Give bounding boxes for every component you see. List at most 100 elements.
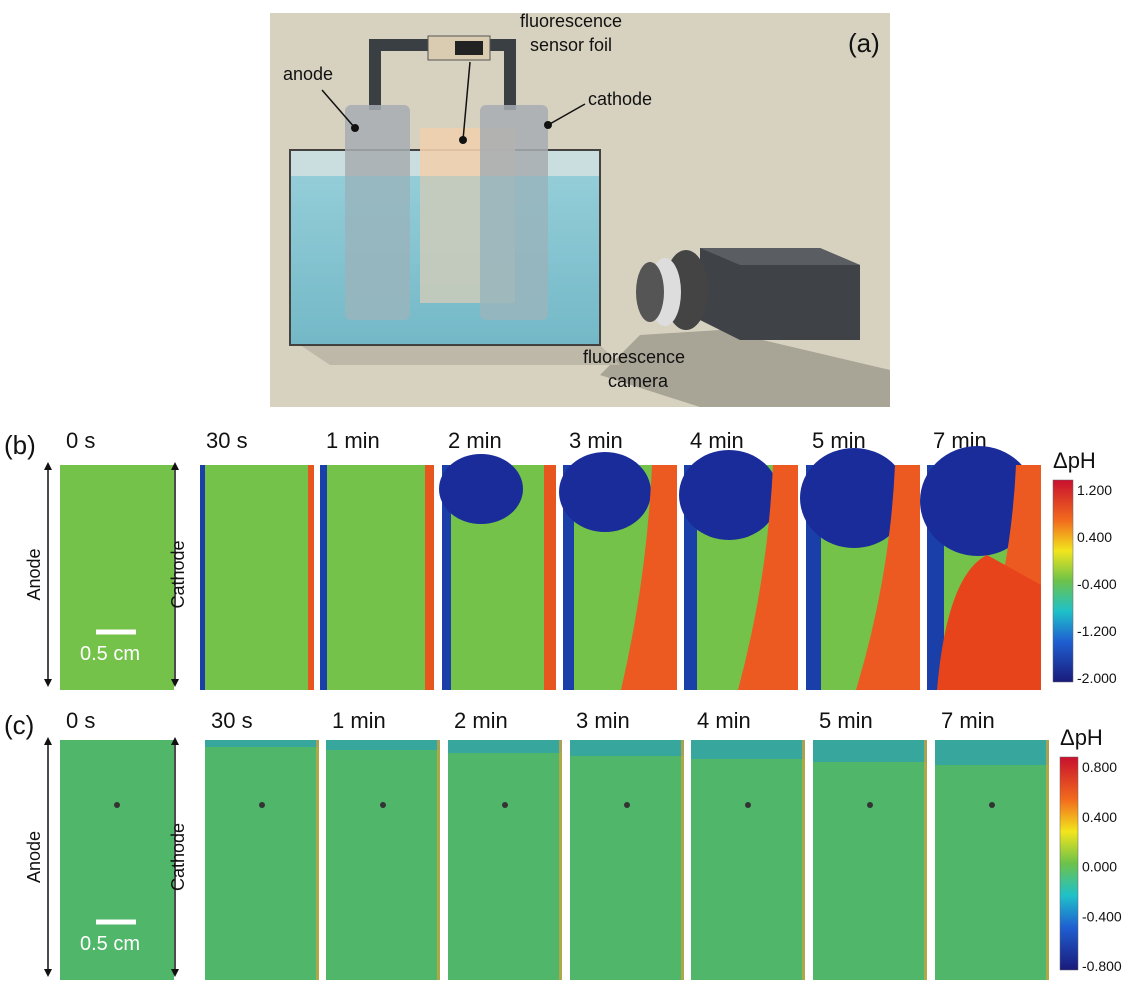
base-front	[425, 465, 434, 690]
acid-plume	[559, 452, 651, 532]
time-label: 5 min	[819, 708, 873, 733]
acid-plume	[439, 454, 523, 524]
image-bg	[691, 740, 805, 980]
image-bg	[935, 740, 1049, 980]
ph-image	[60, 465, 174, 690]
time-label: 3 min	[576, 708, 630, 733]
time-label: 7 min	[941, 708, 995, 733]
ph-image	[935, 740, 1049, 980]
colorbar	[1059, 756, 1079, 971]
colorbar-title: ΔpH	[1053, 448, 1096, 473]
acid-front	[442, 465, 451, 690]
top-shift	[813, 740, 927, 762]
time-label: 2 min	[448, 428, 502, 453]
edge-shift	[437, 740, 440, 980]
setup-illustration	[270, 13, 890, 407]
colorbar-tick-label: -0.800	[1082, 958, 1122, 974]
defect	[380, 802, 386, 808]
scale-label: 0.5 cm	[80, 933, 140, 955]
ph-image	[320, 465, 434, 690]
colorbar-tick-label: 0.800	[1082, 759, 1117, 775]
acid-front	[320, 465, 327, 690]
colorbar-tick-label: -0.400	[1082, 908, 1122, 924]
acid-plume	[679, 450, 779, 540]
edge-shift	[559, 740, 562, 980]
base-front	[544, 465, 556, 690]
image-bg	[448, 740, 562, 980]
scale-label: 0.5 cm	[80, 643, 140, 665]
ph-image	[559, 452, 677, 690]
defect	[259, 802, 265, 808]
edge-shift	[681, 740, 684, 980]
defect	[989, 802, 995, 808]
defect	[502, 802, 508, 808]
colorbar-tick-label: -1.200	[1077, 623, 1117, 639]
axis-label: Cathode	[168, 540, 188, 608]
top-shift	[448, 740, 562, 753]
callout: anode	[283, 64, 333, 84]
ph-image	[448, 740, 562, 980]
edge-shift	[802, 740, 805, 980]
ph-image	[800, 448, 920, 690]
defect	[745, 802, 751, 808]
time-label: 1 min	[326, 428, 380, 453]
edge-shift	[316, 740, 319, 980]
axis-label: Anode	[24, 548, 44, 600]
time-label: 30 s	[206, 428, 248, 453]
ph-image	[813, 740, 927, 980]
callout: sensor foil	[530, 35, 612, 55]
callout: fluorescence	[583, 347, 685, 367]
image-bg	[60, 740, 174, 980]
ph-image	[691, 740, 805, 980]
axis-label: Anode	[24, 831, 44, 883]
time-label: 4 min	[690, 428, 744, 453]
acid-plume	[920, 446, 1036, 556]
colorbar	[1052, 479, 1074, 683]
ph-image	[60, 740, 174, 980]
base-plume	[856, 465, 920, 690]
time-label: 0 s	[66, 428, 95, 453]
ph-image	[205, 740, 319, 980]
time-label: 2 min	[454, 708, 508, 733]
panel-label: (a)	[848, 28, 880, 58]
top-shift	[205, 740, 319, 747]
defect	[624, 802, 630, 808]
ph-image	[326, 740, 440, 980]
time-label: 30 s	[211, 708, 253, 733]
image-bg	[813, 740, 927, 980]
image-bg	[60, 465, 174, 690]
defect	[867, 802, 873, 808]
colorbar-tick-label: -2.000	[1077, 670, 1117, 686]
time-label: 4 min	[697, 708, 751, 733]
callout: cathode	[588, 89, 652, 109]
callout: camera	[608, 371, 669, 391]
image-bg	[320, 465, 434, 690]
colorbar-tick-label: 0.400	[1077, 529, 1112, 545]
colorbar-tick-label: -0.400	[1077, 576, 1117, 592]
base-spread	[937, 555, 1041, 690]
ph-image	[200, 465, 314, 690]
base-plume	[738, 465, 798, 690]
colorbar-tick-label: 1.200	[1077, 482, 1112, 498]
colorbar-tick-label: 0.400	[1082, 809, 1117, 825]
ph-image	[920, 446, 1041, 690]
image-bg	[326, 740, 440, 980]
acid-plume	[800, 448, 908, 548]
edge-shift	[1046, 740, 1049, 980]
base-front	[308, 465, 314, 690]
ph-image	[679, 450, 798, 690]
acid-front	[563, 465, 574, 690]
time-label: 0 s	[66, 708, 95, 733]
base-plume	[621, 465, 677, 690]
colorbar-tick-label: 0.000	[1082, 859, 1117, 875]
callout: fluorescence	[520, 11, 622, 31]
top-shift	[935, 740, 1049, 765]
panel-label: (b)	[4, 430, 36, 460]
image-bg	[570, 740, 684, 980]
axis-label: Cathode	[168, 823, 188, 891]
image-bg	[205, 740, 319, 980]
edge-shift	[924, 740, 927, 980]
ph-image	[439, 454, 556, 690]
defect	[114, 802, 120, 808]
